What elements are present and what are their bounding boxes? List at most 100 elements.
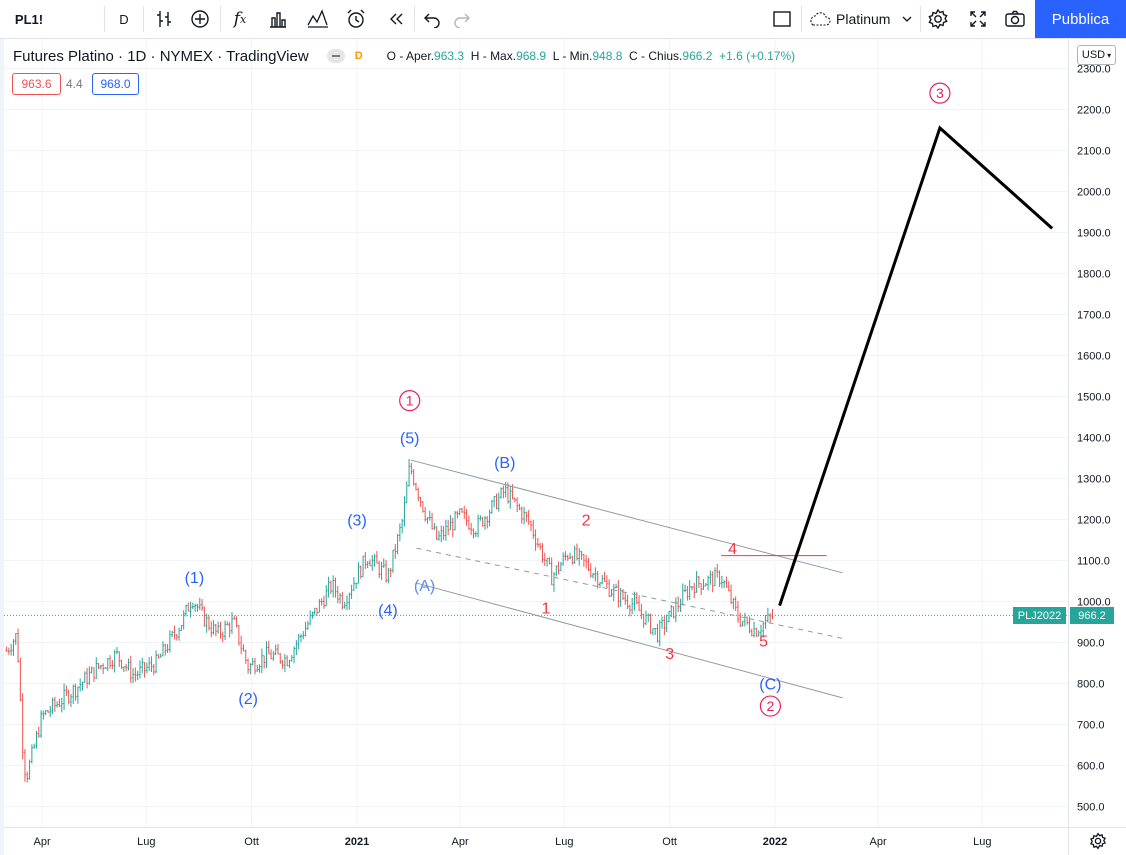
bar-style-icon[interactable] [148, 0, 180, 38]
wave-label[interactable]: 1 [542, 601, 551, 618]
fullscreen-icon[interactable] [962, 0, 994, 38]
wave-label[interactable]: (1) [185, 570, 205, 587]
chart-legend[interactable]: Futures Platino · 1D · NYMEX · TradingVi… [13, 46, 795, 66]
left-drawing-panel-edge [0, 38, 4, 855]
price-tick-label: 2000.0 [1077, 187, 1111, 199]
spread-value: 4.4 [66, 77, 83, 91]
instrument-name-label: Platinum [836, 11, 891, 27]
price-tick-label: 2200.0 [1077, 105, 1111, 117]
instrument-name-button[interactable]: Platinum [806, 0, 918, 38]
wave-label[interactable]: (5) [400, 431, 420, 448]
redo-icon[interactable] [447, 0, 477, 38]
price-tick-label: 900.0 [1077, 638, 1105, 650]
circled-wave-text: 1 [406, 393, 414, 409]
price-tick-label: 1500.0 [1077, 392, 1111, 404]
circled-wave-text: 2 [767, 698, 775, 714]
drawing-overlays[interactable] [4, 125, 1068, 699]
add-compare-icon[interactable] [184, 0, 216, 38]
wave-label[interactable]: 4 [728, 541, 737, 558]
circled-wave-label[interactable]: 3 [929, 82, 951, 104]
wave-label[interactable]: (2) [238, 691, 258, 708]
price-tick-label: 700.0 [1077, 720, 1105, 732]
wave-label[interactable]: (4) [378, 603, 398, 620]
price-tick-label: 2300.0 [1077, 64, 1111, 76]
visibility-eye-icon[interactable] [326, 49, 345, 63]
settings-icon[interactable] [922, 0, 954, 38]
circled-wave-ring [929, 82, 951, 104]
close-label: C - Chius. [629, 49, 683, 63]
time-tick-label: Lug [555, 836, 573, 848]
time-tick-label: 2021 [345, 836, 369, 848]
currency-chevron-icon: ▾ [1107, 50, 1112, 60]
wave-label[interactable]: (A) [414, 578, 435, 595]
data-status-badge: D [354, 50, 363, 62]
wave-label[interactable]: (C) [759, 677, 781, 694]
financials-icon[interactable] [262, 0, 294, 38]
last-price-label: 966.2 [1070, 607, 1114, 624]
interval-button[interactable]: D [119, 11, 129, 27]
price-tick-label: 1100.0 [1077, 556, 1110, 568]
price-tick-label: 1400.0 [1077, 433, 1111, 445]
price-tick-label: 1600.0 [1077, 351, 1111, 363]
publish-button[interactable]: Pubblica [1035, 0, 1126, 38]
price-scale[interactable]: 2300.0 2200.0 2100.0 2000.0 1900.0 1800.0 1700… [1077, 64, 1111, 814]
time-tick-label: Apr [452, 836, 469, 848]
cloud-icon [806, 10, 832, 28]
wave-label[interactable]: (3) [347, 513, 367, 530]
circled-wave-label[interactable]: 2 [759, 695, 782, 717]
price-tick-label: 1700.0 [1077, 310, 1111, 322]
price-tick-label: 1200.0 [1077, 515, 1111, 527]
chevron-down-icon [902, 15, 912, 23]
alert-icon[interactable] [340, 0, 372, 38]
open-label: O - Aper. [386, 49, 435, 63]
layout-icon[interactable] [766, 0, 798, 38]
wave-label[interactable]: (B) [494, 455, 515, 472]
currency-label: USD [1081, 49, 1106, 61]
scale-settings-gear-icon[interactable] [1089, 832, 1107, 850]
price-tick-label: 600.0 [1077, 761, 1105, 773]
price-tick-label: 1800.0 [1077, 269, 1111, 281]
price-candles [5, 458, 774, 783]
time-scale[interactable]: Apr Lug Ott 2021 Apr Lug Ott 2022 Apr Lug [34, 836, 992, 848]
projection-path[interactable] [778, 125, 1054, 607]
close-value: 966.2 [682, 49, 713, 63]
sell-price-box[interactable]: 963.6 [12, 73, 61, 95]
undo-icon[interactable] [417, 0, 447, 38]
circled-wave-ring [399, 390, 421, 412]
channel-mid-line[interactable] [416, 547, 843, 639]
wave-labels[interactable]: (1) (2) (3) (4) (5) (A) (B) (C) 1 2 3 4 5 1 2 3 [185, 82, 951, 717]
wave-label[interactable]: 5 [759, 633, 768, 650]
open-value: 963.3 [434, 49, 465, 63]
series-title[interactable]: Futures Platino · 1D · NYMEX · TradingVi… [13, 47, 309, 65]
time-tick-label: Ott [244, 836, 259, 848]
wave-label[interactable]: 3 [665, 646, 674, 663]
high-value: 968.9 [516, 49, 547, 63]
price-tick-label: 500.0 [1077, 802, 1105, 814]
channel-upper-line[interactable] [410, 459, 843, 574]
snapshot-icon[interactable] [999, 0, 1031, 38]
circled-wave-label[interactable]: 1 [399, 390, 421, 412]
low-value: 948.8 [592, 49, 623, 63]
symbol-price-label: PLJ2022 [1013, 607, 1066, 624]
wave-label[interactable]: 2 [582, 513, 591, 530]
buy-price-box[interactable]: 968.0 [92, 73, 139, 95]
templates-icon[interactable] [302, 0, 334, 38]
high-label: H - Max. [470, 49, 517, 63]
replay-icon[interactable] [380, 0, 412, 38]
price-tick-label: 1000.0 [1077, 597, 1111, 609]
circled-wave-ring [759, 695, 782, 717]
time-tick-label: Lug [973, 836, 991, 848]
symbol-search[interactable]: PL1! [14, 11, 44, 27]
price-tick-label: 2100.0 [1077, 146, 1111, 158]
channel-lower-line[interactable] [416, 582, 843, 699]
price-tick-label: 1900.0 [1077, 228, 1111, 240]
ohlc-values: O - Aper.963.3 H - Max.968.9 L - Min.948… [387, 49, 795, 63]
time-tick-label: Apr [870, 836, 887, 848]
time-tick-label: Lug [137, 836, 155, 848]
currency-selector[interactable]: USD ▾ [1077, 45, 1116, 65]
change-value: +1.6 (+0.17%) [719, 49, 796, 63]
time-tick-label: Ott [662, 836, 677, 848]
